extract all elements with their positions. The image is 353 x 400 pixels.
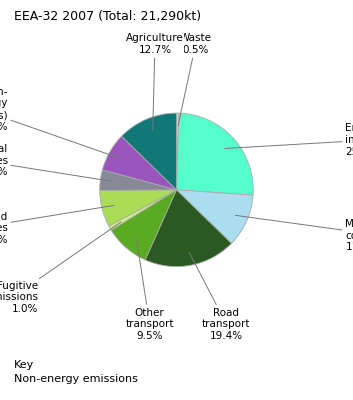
Text: Non-energy emissions: Non-energy emissions bbox=[14, 374, 138, 384]
Wedge shape bbox=[121, 113, 176, 190]
Wedge shape bbox=[176, 113, 253, 195]
Text: Fugitive
emissions
1.0%: Fugitive emissions 1.0% bbox=[0, 222, 121, 314]
Text: Road
transport
19.4%: Road transport 19.4% bbox=[189, 253, 251, 341]
Text: Energy
industries
25.6%: Energy industries 25.6% bbox=[225, 123, 353, 156]
Text: Other non-
energy
(solvents)
8.1%: Other non- energy (solvents) 8.1% bbox=[0, 87, 121, 158]
Text: Manufacturing/
construction
11.2%: Manufacturing/ construction 11.2% bbox=[235, 215, 353, 252]
Text: Other
transport
9.5%: Other transport 9.5% bbox=[125, 239, 174, 341]
Text: Industrial
processes
4.3%: Industrial processes 4.3% bbox=[0, 144, 113, 182]
Text: Key: Key bbox=[14, 360, 34, 370]
Text: Agriculture
12.7%: Agriculture 12.7% bbox=[126, 33, 184, 130]
Wedge shape bbox=[109, 190, 176, 230]
Text: Household
and services
7.7%: Household and services 7.7% bbox=[0, 205, 114, 245]
Wedge shape bbox=[111, 190, 176, 260]
Wedge shape bbox=[145, 190, 232, 266]
Wedge shape bbox=[100, 170, 176, 190]
Text: EEA-32 2007 (Total: 21,290kt): EEA-32 2007 (Total: 21,290kt) bbox=[14, 10, 201, 23]
Wedge shape bbox=[100, 190, 176, 226]
Wedge shape bbox=[176, 190, 253, 244]
Wedge shape bbox=[102, 136, 176, 190]
Text: Waste
0.5%: Waste 0.5% bbox=[178, 33, 212, 126]
Wedge shape bbox=[176, 113, 179, 190]
